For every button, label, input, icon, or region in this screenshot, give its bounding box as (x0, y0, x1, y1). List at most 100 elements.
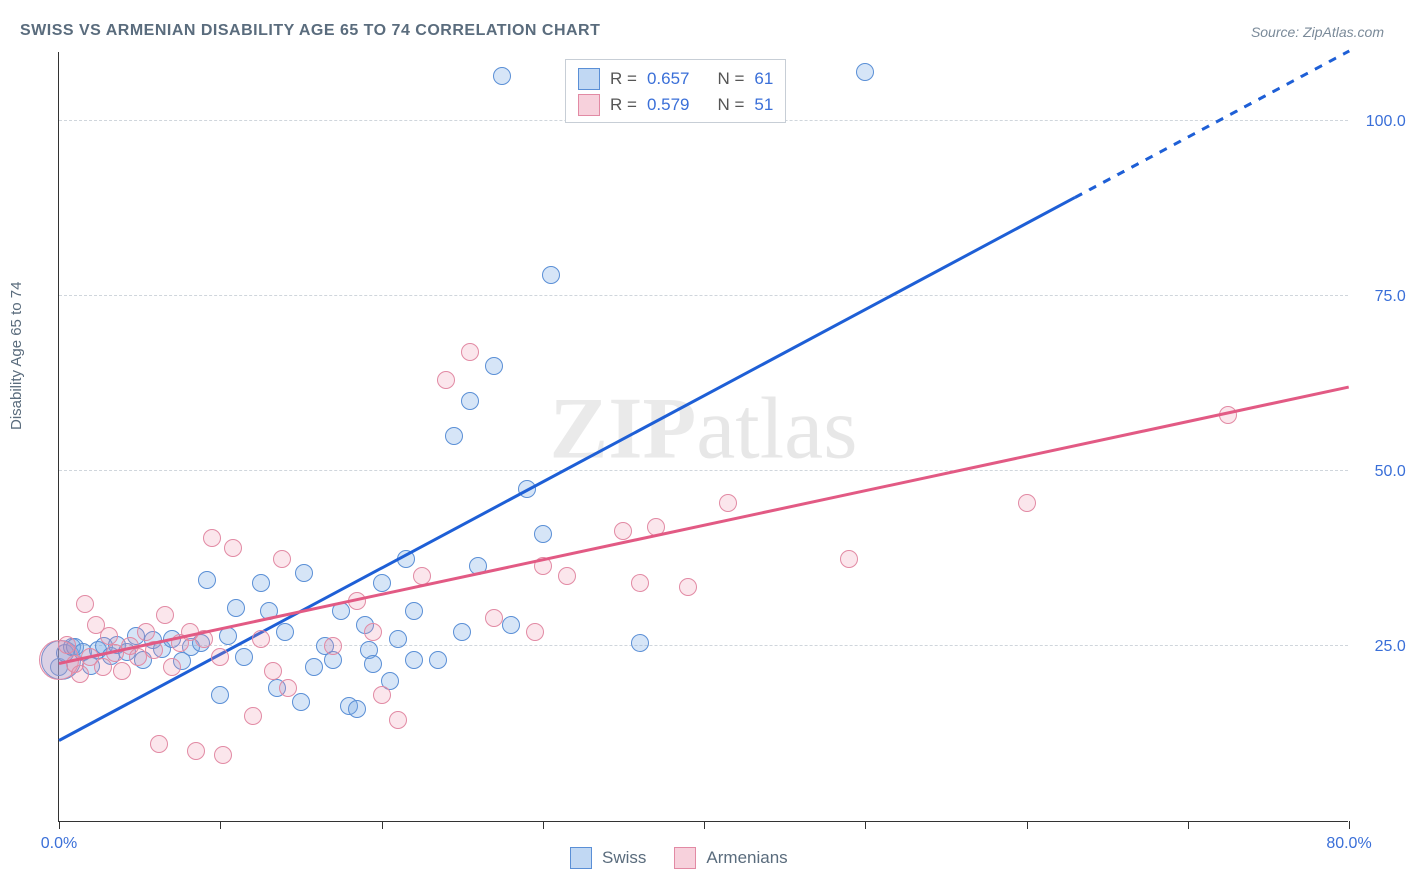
legend-top-row-swiss: R = 0.657 N = 61 (578, 66, 773, 92)
data-point-swiss (405, 602, 423, 620)
legend-bottom: Swiss Armenians (570, 847, 788, 869)
data-point-armenians (71, 665, 89, 683)
r-value: 0.579 (647, 95, 690, 115)
data-point-armenians (324, 637, 342, 655)
legend-label: Armenians (706, 848, 787, 868)
gridline (59, 470, 1348, 471)
data-point-armenians (100, 627, 118, 645)
data-point-swiss (252, 574, 270, 592)
data-point-swiss (445, 427, 463, 445)
gridline (59, 645, 1348, 646)
chart-title: SWISS VS ARMENIAN DISABILITY AGE 65 TO 7… (20, 22, 600, 40)
data-point-swiss (305, 658, 323, 676)
data-point-armenians (244, 707, 262, 725)
data-point-armenians (224, 539, 242, 557)
r-label: R = (610, 95, 637, 115)
legend-top-row-armenians: R = 0.579 N = 51 (578, 92, 773, 118)
r-label: R = (610, 69, 637, 89)
data-point-swiss (276, 623, 294, 641)
data-point-swiss (364, 655, 382, 673)
x-tick (1349, 821, 1350, 829)
data-point-swiss (429, 651, 447, 669)
data-point-armenians (252, 630, 270, 648)
y-tick-label: 25.0% (1356, 638, 1406, 656)
swatch-blue (578, 68, 600, 90)
data-point-swiss (502, 616, 520, 634)
swatch-pink (578, 94, 600, 116)
data-point-swiss (631, 634, 649, 652)
gridline (59, 295, 1348, 296)
plot-area: ZIPatlas 25.0%50.0%75.0%100.0%0.0%80.0% (58, 52, 1348, 822)
r-value: 0.657 (647, 69, 690, 89)
x-tick (59, 821, 60, 829)
data-point-swiss (348, 700, 366, 718)
data-point-armenians (526, 623, 544, 641)
data-point-swiss (493, 67, 511, 85)
data-point-armenians (76, 595, 94, 613)
data-point-swiss (198, 571, 216, 589)
data-point-armenians (58, 636, 76, 654)
n-label: N = (717, 69, 744, 89)
data-point-swiss (389, 630, 407, 648)
swatch-pink (674, 847, 696, 869)
x-tick-label: 0.0% (41, 835, 77, 853)
data-point-armenians (1018, 494, 1036, 512)
x-tick (1027, 821, 1028, 829)
y-tick-label: 100.0% (1356, 113, 1406, 131)
x-tick-label: 80.0% (1326, 835, 1371, 853)
data-point-armenians (137, 623, 155, 641)
data-point-swiss (405, 651, 423, 669)
data-point-swiss (856, 63, 874, 81)
data-point-armenians (840, 550, 858, 568)
x-tick (220, 821, 221, 829)
n-value: 61 (754, 69, 773, 89)
chart-container: SWISS VS ARMENIAN DISABILITY AGE 65 TO 7… (0, 0, 1406, 892)
x-tick (382, 821, 383, 829)
data-point-armenians (203, 529, 221, 547)
data-point-swiss (292, 693, 310, 711)
data-point-armenians (614, 522, 632, 540)
data-point-armenians (558, 567, 576, 585)
data-point-swiss (534, 525, 552, 543)
data-point-armenians (187, 742, 205, 760)
data-point-armenians (214, 746, 232, 764)
data-point-swiss (461, 392, 479, 410)
data-point-armenians (273, 550, 291, 568)
legend-label: Swiss (602, 848, 646, 868)
data-point-armenians (437, 371, 455, 389)
x-tick (865, 821, 866, 829)
data-point-armenians (364, 623, 382, 641)
n-value: 51 (754, 95, 773, 115)
trend-line (58, 196, 1075, 742)
data-point-armenians (679, 578, 697, 596)
data-point-swiss (373, 574, 391, 592)
trend-line (59, 386, 1350, 665)
data-point-armenians (631, 574, 649, 592)
swatch-blue (570, 847, 592, 869)
data-point-swiss (235, 648, 253, 666)
data-point-armenians (211, 648, 229, 666)
data-point-armenians (279, 679, 297, 697)
data-point-armenians (719, 494, 737, 512)
data-point-swiss (542, 266, 560, 284)
y-axis-label: Disability Age 65 to 74 (8, 282, 25, 430)
data-point-swiss (211, 686, 229, 704)
data-point-swiss (227, 599, 245, 617)
data-point-swiss (453, 623, 471, 641)
legend-top: R = 0.657 N = 61 R = 0.579 N = 51 (565, 59, 786, 123)
data-point-armenians (94, 658, 112, 676)
n-label: N = (717, 95, 744, 115)
data-point-armenians (264, 662, 282, 680)
data-point-armenians (113, 662, 131, 680)
data-point-armenians (389, 711, 407, 729)
legend-bottom-swiss: Swiss (570, 847, 646, 869)
data-point-swiss (295, 564, 313, 582)
y-tick-label: 75.0% (1356, 288, 1406, 306)
trend-line (1074, 50, 1350, 199)
data-point-swiss (485, 357, 503, 375)
data-point-armenians (485, 609, 503, 627)
data-point-armenians (163, 658, 181, 676)
data-point-armenians (156, 606, 174, 624)
data-point-armenians (461, 343, 479, 361)
x-tick (543, 821, 544, 829)
